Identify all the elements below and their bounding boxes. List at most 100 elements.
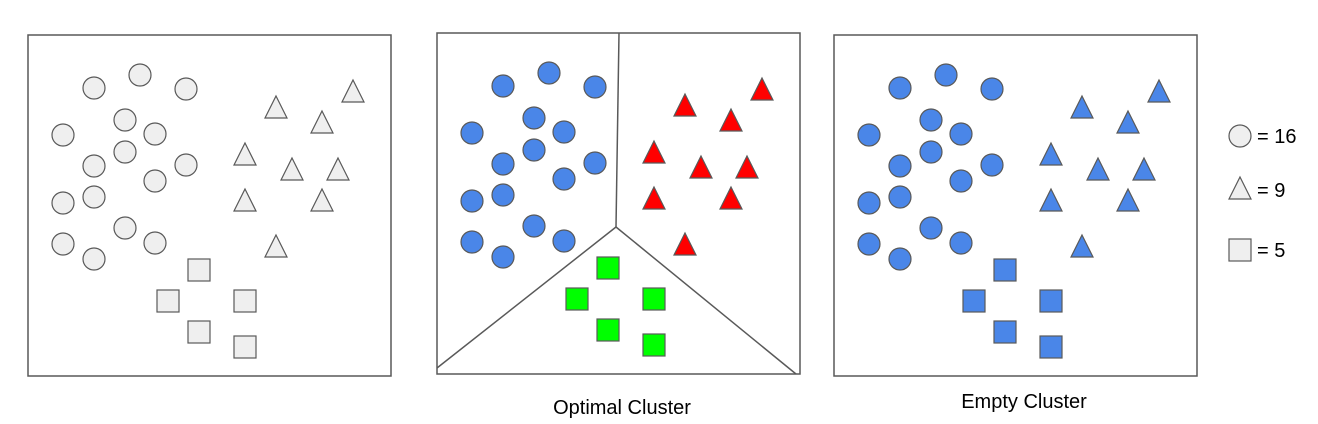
- point-square: [187, 320, 211, 344]
- point-circle: [888, 247, 912, 271]
- point-circle: [82, 76, 106, 100]
- point-circle: [128, 63, 152, 87]
- divider-right: [615, 226, 797, 375]
- point-circle: [174, 77, 198, 101]
- point-circle: [888, 76, 912, 100]
- point-triangle: [341, 78, 365, 103]
- point-square: [596, 256, 620, 280]
- point-circle: [857, 191, 881, 215]
- point-circle: [949, 122, 973, 146]
- point-circle: [143, 122, 167, 146]
- divider-left: [436, 226, 617, 369]
- point-circle: [113, 108, 137, 132]
- legend-triangle-icon: [1228, 175, 1252, 200]
- point-square: [962, 289, 986, 313]
- point-circle: [857, 123, 881, 147]
- point-circle: [82, 154, 106, 178]
- point-square: [233, 335, 257, 359]
- point-square: [993, 320, 1017, 344]
- point-circle: [113, 216, 137, 240]
- point-circle: [552, 167, 576, 191]
- point-circle: [980, 77, 1004, 101]
- panel-empty: Empty Cluster: [833, 34, 1198, 413]
- point-triangle: [264, 233, 288, 258]
- point-square: [596, 318, 620, 342]
- point-triangle: [310, 109, 334, 134]
- point-circle: [51, 123, 75, 147]
- point-triangle: [1116, 109, 1140, 134]
- point-circle: [491, 245, 515, 269]
- point-square: [1039, 289, 1063, 313]
- point-square: [233, 289, 257, 313]
- point-triangle: [673, 92, 697, 117]
- point-triangle: [1086, 156, 1110, 181]
- point-triangle: [233, 187, 257, 212]
- point-square: [1039, 335, 1063, 359]
- point-circle: [491, 152, 515, 176]
- point-triangle: [689, 154, 713, 179]
- point-circle: [980, 153, 1004, 177]
- point-triangle: [719, 185, 743, 210]
- legend-square-label: = 5: [1257, 240, 1285, 262]
- point-circle: [949, 231, 973, 255]
- point-triangle: [642, 185, 666, 210]
- divider-top: [615, 32, 620, 228]
- point-circle: [143, 231, 167, 255]
- point-circle: [51, 232, 75, 256]
- point-circle: [522, 138, 546, 162]
- point-triangle: [719, 107, 743, 132]
- point-square: [642, 287, 666, 311]
- point-circle: [919, 140, 943, 164]
- point-triangle: [642, 139, 666, 164]
- point-triangle: [1039, 141, 1063, 166]
- point-square: [642, 333, 666, 357]
- panel-unclustered: [27, 34, 392, 377]
- point-circle: [82, 247, 106, 271]
- point-triangle: [264, 94, 288, 119]
- point-circle: [460, 230, 484, 254]
- point-circle: [857, 232, 881, 256]
- point-triangle: [1116, 187, 1140, 212]
- cluster-dividers: [436, 32, 797, 375]
- point-triangle: [326, 156, 350, 181]
- panel-caption: Optimal Cluster: [553, 397, 691, 419]
- point-circle: [552, 229, 576, 253]
- point-circle: [949, 169, 973, 193]
- point-circle: [113, 140, 137, 164]
- legend-circle-label: = 16: [1257, 126, 1296, 148]
- point-circle: [583, 151, 607, 175]
- point-circle: [143, 169, 167, 193]
- point-circle: [522, 106, 546, 130]
- point-square: [187, 258, 211, 282]
- point-triangle: [735, 154, 759, 179]
- point-triangle: [750, 76, 774, 101]
- point-square: [156, 289, 180, 313]
- legend: = 16 = 9 = 5: [1228, 124, 1296, 262]
- point-circle: [174, 153, 198, 177]
- point-circle: [522, 214, 546, 238]
- point-triangle: [1039, 187, 1063, 212]
- panel-marks: [51, 63, 365, 359]
- point-circle: [460, 121, 484, 145]
- legend-circle-icon: [1228, 124, 1252, 148]
- legend-triangle-label: = 9: [1257, 180, 1285, 202]
- point-circle: [51, 191, 75, 215]
- panel-marks: [857, 63, 1171, 359]
- panel-caption: Empty Cluster: [961, 391, 1087, 413]
- point-triangle: [310, 187, 334, 212]
- point-circle: [888, 185, 912, 209]
- point-triangle: [1132, 156, 1156, 181]
- panel-optimal: Optimal Cluster: [436, 32, 801, 419]
- point-circle: [491, 74, 515, 98]
- point-circle: [537, 61, 561, 85]
- point-triangle: [1147, 78, 1171, 103]
- point-triangle: [1070, 233, 1094, 258]
- point-triangle: [1070, 94, 1094, 119]
- point-circle: [888, 154, 912, 178]
- point-circle: [82, 185, 106, 209]
- legend-square-icon: [1228, 238, 1252, 262]
- point-circle: [919, 216, 943, 240]
- point-circle: [919, 108, 943, 132]
- point-circle: [460, 189, 484, 213]
- point-triangle: [673, 231, 697, 256]
